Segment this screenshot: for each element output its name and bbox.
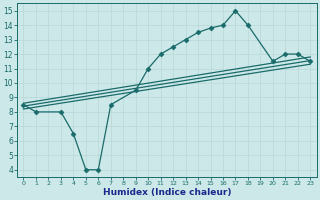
X-axis label: Humidex (Indice chaleur): Humidex (Indice chaleur): [103, 188, 231, 197]
